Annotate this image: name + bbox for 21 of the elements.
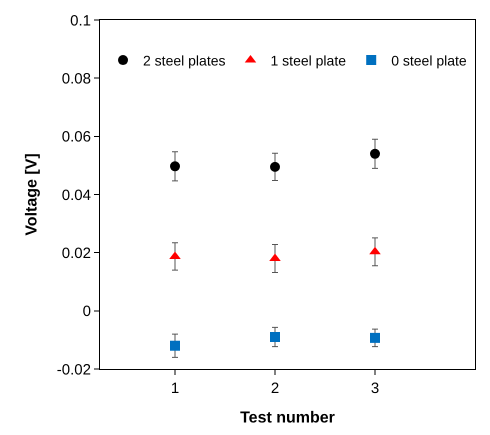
point bbox=[370, 332, 380, 343]
x-axis-title: Test number bbox=[240, 410, 335, 427]
legend-label: 0 steel plate bbox=[391, 52, 467, 68]
legend-label: 1 steel plate bbox=[270, 52, 346, 68]
point bbox=[370, 148, 380, 159]
y-tick-label: -0.02 bbox=[56, 361, 91, 378]
point bbox=[270, 162, 280, 172]
point bbox=[170, 161, 180, 172]
x-tick-label: 3 bbox=[370, 380, 380, 397]
y-tick-label: 0 bbox=[82, 303, 91, 320]
x-tick-label: 2 bbox=[270, 380, 280, 397]
y-tick-label: 0.06 bbox=[62, 128, 91, 146]
point bbox=[170, 340, 180, 351]
y-tick-label: 0.08 bbox=[62, 70, 91, 88]
legend-label: 2 steel plates bbox=[143, 52, 226, 68]
y-tick-label: 0.04 bbox=[62, 186, 91, 204]
y-tick-label: 0.1 bbox=[70, 12, 91, 30]
point bbox=[270, 332, 280, 342]
x-tick-label: 1 bbox=[170, 380, 180, 397]
y-axis-title: Voltage [V] bbox=[24, 153, 41, 236]
y-tick-label: 0.02 bbox=[62, 244, 91, 262]
